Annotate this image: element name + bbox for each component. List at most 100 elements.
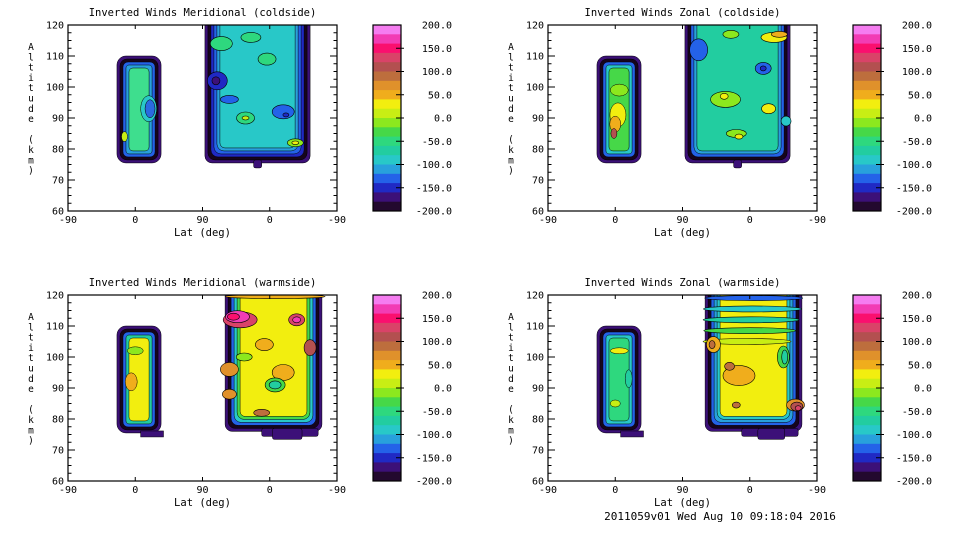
- y-tick-label: 70: [52, 446, 64, 457]
- colorbar-label: 200.0: [902, 21, 932, 32]
- contour-patch: [722, 365, 756, 386]
- colorbar-label: 100.0: [422, 337, 452, 348]
- x-axis-label: Lat (deg): [174, 227, 231, 239]
- colorbar-band: [373, 108, 401, 119]
- colorbar-band: [853, 332, 881, 342]
- contour-field: [596, 25, 792, 169]
- y-tick-label: 110: [526, 322, 544, 333]
- y-tick-label: 60: [52, 477, 64, 488]
- colorbar-band: [373, 406, 401, 417]
- colorbar-band: [373, 99, 401, 110]
- y-axis-label-char: t: [508, 333, 514, 344]
- contour-patch: [724, 362, 735, 371]
- contour-plot-meridional-warmside: Inverted Winds Meridional (warmside) 60 70…: [28, 277, 452, 509]
- colorbar-band: [853, 192, 881, 203]
- y-tick-label: 80: [52, 415, 64, 426]
- y-tick-label: 70: [532, 446, 544, 457]
- colorbar-band: [373, 118, 401, 128]
- contour-spot: [610, 399, 621, 408]
- colorbar-label: -100.0: [416, 430, 452, 441]
- colorbar-label: 150.0: [902, 314, 932, 325]
- colorbar-band: [853, 313, 881, 324]
- y-axis-label-char: A: [28, 42, 34, 53]
- contour-patch: [781, 349, 789, 365]
- colorbar-label: -150.0: [896, 453, 932, 464]
- contour-foot: [733, 159, 742, 169]
- y-axis-label-char: t: [28, 63, 34, 74]
- colorbar-band: [373, 471, 401, 482]
- y-axis-label-char: d: [508, 104, 514, 115]
- colorbar-label: -200.0: [416, 207, 452, 218]
- contour-patch: [719, 93, 729, 100]
- colorbar-band: [853, 378, 881, 389]
- colorbar-band: [373, 62, 401, 72]
- y-tick-label: 80: [532, 415, 544, 426]
- y-axis-label-char: l: [28, 322, 34, 333]
- contour-patch: [702, 316, 800, 324]
- panel-title: Inverted Winds Zonal (warmside): [585, 277, 781, 289]
- contour-foot: [253, 159, 262, 169]
- y-axis-label-char: m: [28, 425, 34, 436]
- x-tick-label: -90: [328, 215, 346, 226]
- colorbar-label: 100.0: [902, 67, 932, 78]
- colorbar-band: [373, 350, 401, 361]
- colorbar-band: [373, 80, 401, 91]
- colorbar-band: [853, 453, 881, 463]
- contour-patch: [220, 95, 239, 104]
- colorbar-band: [853, 118, 881, 128]
- colorbar-band: [373, 462, 401, 473]
- y-axis-label-char: d: [28, 374, 34, 385]
- x-tick-label: -90: [328, 485, 346, 496]
- contour-patch: [794, 405, 802, 411]
- panel-zonal-warmside: Inverted Winds Zonal (warmside) 60 70 80 90 1…: [480, 270, 960, 540]
- colorbar-band: [373, 52, 401, 63]
- y-axis-label-char: i: [28, 343, 34, 354]
- contour-patch: [703, 327, 797, 334]
- x-tick-label: 90: [676, 215, 688, 226]
- x-tick-label: -90: [808, 215, 826, 226]
- colorbar-band: [853, 406, 881, 417]
- colorbar-band: [853, 71, 881, 82]
- colorbar-band: [853, 62, 881, 72]
- contour-patch: [222, 388, 237, 400]
- y-axis-label-char: m: [28, 155, 34, 166]
- contour-patch: [771, 30, 788, 38]
- y-axis-label-char: k: [508, 415, 514, 426]
- y-tick-label: 120: [46, 21, 64, 32]
- colorbar-band: [853, 52, 881, 63]
- contour-patch: [780, 115, 792, 127]
- colorbar-label: 50.0: [908, 90, 932, 101]
- colorbar-band: [853, 201, 881, 212]
- y-axis-label-char: d: [28, 104, 34, 115]
- colorbar-label: 0.0: [434, 384, 452, 395]
- colorbar-band: [373, 201, 401, 212]
- y-axis-label-char: u: [508, 364, 514, 375]
- contour-patch: [291, 140, 300, 145]
- y-tick-label: 70: [52, 176, 64, 187]
- colorbar-label: 150.0: [422, 44, 452, 55]
- x-tick-label: -90: [808, 485, 826, 496]
- colorbar-band: [853, 322, 881, 333]
- y-axis-label-char: ): [508, 436, 514, 447]
- colorbar-band: [853, 388, 881, 398]
- colorbar-label: 200.0: [422, 291, 452, 302]
- panel-title: Inverted Winds Meridional (coldside): [89, 7, 317, 19]
- y-axis-label-char: i: [508, 73, 514, 84]
- contour-spot: [624, 369, 633, 388]
- contour-patch: [211, 76, 221, 86]
- colorbar-label: -150.0: [416, 183, 452, 194]
- colorbar-band: [373, 71, 401, 82]
- colorbar-band: [373, 164, 401, 175]
- contour-field: [596, 295, 805, 440]
- y-axis-label-char: ): [28, 166, 34, 177]
- x-tick-label: 0: [267, 485, 273, 496]
- colorbar-band: [373, 34, 401, 45]
- colorbar-band: [373, 388, 401, 398]
- colorbar-band: [853, 369, 881, 380]
- colorbar-label: 150.0: [902, 44, 932, 55]
- x-tick-label: -90: [539, 485, 557, 496]
- colorbar-band: [853, 43, 881, 54]
- y-tick-label: 90: [532, 114, 544, 125]
- colorbar-band: [853, 443, 881, 454]
